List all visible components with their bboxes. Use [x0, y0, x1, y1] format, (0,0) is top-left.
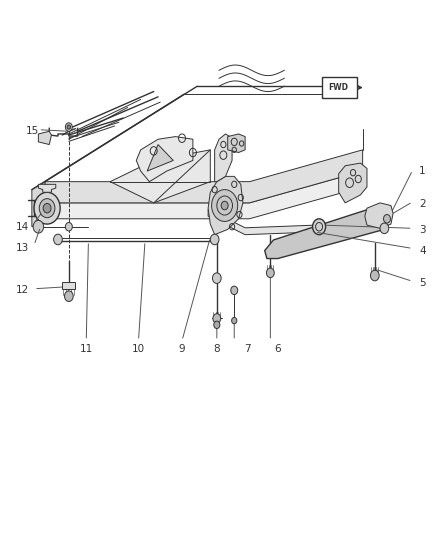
Text: 13: 13: [15, 243, 28, 253]
Circle shape: [53, 234, 62, 245]
Circle shape: [214, 321, 220, 328]
Polygon shape: [265, 206, 391, 259]
Text: 14: 14: [15, 222, 28, 232]
Text: 9: 9: [179, 344, 185, 354]
Circle shape: [212, 190, 238, 221]
Polygon shape: [228, 134, 245, 152]
Text: 15: 15: [25, 126, 39, 136]
Text: 1: 1: [419, 166, 426, 176]
Circle shape: [64, 291, 73, 302]
Polygon shape: [215, 134, 232, 182]
Polygon shape: [147, 144, 173, 171]
Polygon shape: [39, 131, 51, 144]
Circle shape: [65, 123, 72, 131]
Text: 8: 8: [213, 344, 220, 354]
FancyBboxPatch shape: [322, 77, 357, 99]
Polygon shape: [136, 136, 193, 182]
Text: 5: 5: [419, 278, 426, 288]
Circle shape: [313, 219, 325, 235]
Circle shape: [221, 201, 228, 210]
Circle shape: [65, 222, 72, 231]
Text: 11: 11: [80, 344, 93, 354]
Text: 10: 10: [132, 344, 145, 354]
Circle shape: [371, 270, 379, 281]
Circle shape: [33, 220, 44, 233]
Circle shape: [384, 215, 391, 223]
Polygon shape: [32, 182, 45, 227]
Polygon shape: [208, 176, 243, 235]
Polygon shape: [39, 184, 56, 192]
Text: FWD: FWD: [328, 83, 348, 92]
Polygon shape: [45, 150, 363, 203]
Circle shape: [231, 286, 238, 295]
Circle shape: [213, 314, 221, 323]
Circle shape: [39, 199, 55, 217]
Text: 3: 3: [419, 225, 426, 236]
Polygon shape: [208, 209, 323, 235]
Text: 4: 4: [419, 246, 426, 256]
Circle shape: [380, 223, 389, 233]
Circle shape: [232, 317, 237, 324]
Circle shape: [43, 204, 51, 213]
Polygon shape: [45, 171, 363, 219]
Text: 6: 6: [275, 344, 281, 354]
Polygon shape: [339, 163, 367, 203]
Text: 2: 2: [419, 199, 426, 209]
Circle shape: [67, 125, 71, 129]
Circle shape: [34, 192, 60, 224]
Polygon shape: [110, 150, 210, 203]
Circle shape: [212, 273, 221, 284]
Text: 12: 12: [15, 285, 28, 295]
Circle shape: [210, 234, 219, 245]
FancyBboxPatch shape: [62, 282, 75, 289]
Circle shape: [266, 268, 274, 278]
Polygon shape: [365, 203, 393, 228]
Text: 7: 7: [244, 344, 251, 354]
